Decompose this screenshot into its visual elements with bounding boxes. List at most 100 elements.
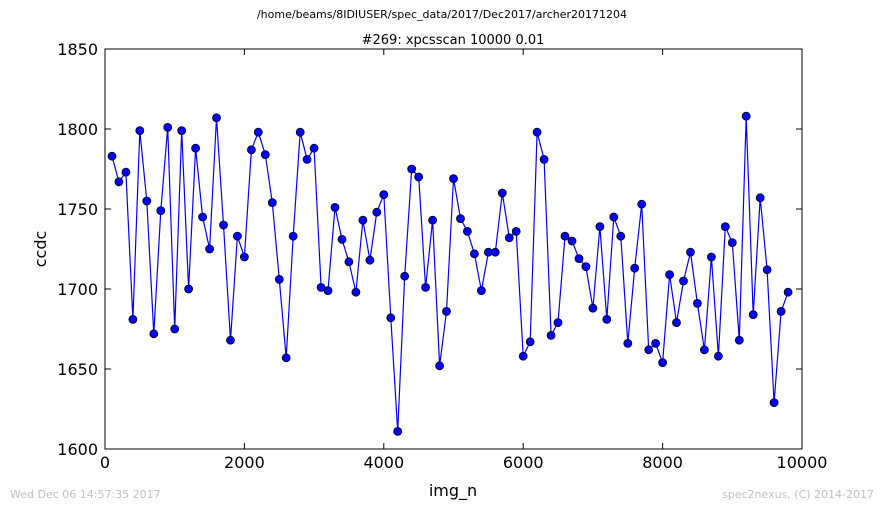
data-point [107,151,117,161]
y-tick-label: 1700 [57,280,98,299]
data-point [553,318,563,328]
data-point [456,214,465,224]
data-point [337,234,347,244]
data-point [414,172,424,182]
data-point [518,351,528,361]
data-point [330,202,340,212]
data-point [302,154,312,164]
x-tick-label: 10000 [777,453,828,472]
data-point [205,244,215,254]
data-point [630,263,640,273]
data-point [114,177,124,187]
figure-suptitle: /home/beams/8IDIUSER/spec_data/2017/Dec2… [256,8,628,21]
data-point [504,233,514,243]
plot-frame [104,48,803,450]
data-point [128,314,138,324]
data-point [672,318,681,328]
data-point [149,329,159,339]
footer-credit: spec2nexus, (C) 2014-2017 [722,488,874,501]
data-point [658,358,667,368]
data-point [295,127,305,137]
data-point [741,111,751,121]
series-group [107,111,793,436]
data-point [177,126,187,136]
data-point [595,222,605,232]
data-point [714,351,723,361]
data-point [253,127,263,137]
y-tick-label: 1750 [57,200,98,219]
data-point [665,270,674,280]
data-point [511,226,521,236]
data-point [783,287,793,297]
data-point [644,345,654,355]
data-point [748,310,758,320]
data-point [700,345,709,355]
y-axis-label: ccdc [31,231,50,268]
data-point [616,231,626,241]
data-point [623,338,633,348]
data-point [449,174,458,184]
data-point [769,398,779,408]
data-point [386,313,396,323]
data-point [135,126,145,136]
data-point [288,231,298,241]
x-tick-label: 8000 [642,453,683,472]
data-point [462,226,472,236]
data-point [191,143,201,153]
data-point [121,167,131,177]
data-point [532,127,542,137]
data-point [219,220,228,230]
data-point [469,249,479,259]
y-tick-label: 1800 [57,120,98,139]
data-point [239,252,249,262]
data-point [365,255,375,265]
data-point [442,306,451,316]
data-point [776,306,786,316]
data-point [720,222,730,232]
data-point [567,236,577,246]
data-point [560,231,570,241]
data-point [198,212,208,222]
data-point [609,212,619,222]
data-point [734,335,744,345]
data-point [539,154,549,164]
data-point [232,231,242,241]
data-point [727,238,737,248]
data-point [142,196,152,206]
data-point [163,123,173,132]
data-point [309,143,319,153]
y-tick-label: 1600 [57,440,98,459]
data-point [686,247,695,257]
data-point [421,282,431,292]
data-point [246,145,256,155]
data-point [351,287,361,297]
plot-area: 0 2000 4000 6000 8000 10000 1600 1650 1700 1750 18… [57,40,827,472]
data-point [407,164,417,174]
y-tick-label: 1650 [57,360,98,379]
x-tick-label: 4000 [363,453,404,472]
data-point [260,150,270,160]
data-point [267,198,277,208]
data-point [602,314,612,324]
data-point [574,254,584,264]
y-tick-label: 1850 [57,40,98,59]
series-line [111,116,789,432]
data-point [281,353,291,363]
data-point [170,324,180,334]
data-point [651,338,660,348]
data-point [226,335,235,345]
data-point [358,215,368,225]
data-point [372,207,382,217]
x-tick-label: 2000 [224,453,265,472]
data-point [693,298,702,308]
data-point [428,215,438,225]
data-point [379,190,389,200]
data-point [400,271,410,281]
data-point [679,276,688,286]
data-point [581,262,591,272]
data-point [344,257,354,267]
data-point [435,361,445,371]
data-point [323,286,333,296]
data-point [762,265,772,275]
footer-timestamp: Wed Dec 06 14:57:35 2017 [10,488,161,501]
